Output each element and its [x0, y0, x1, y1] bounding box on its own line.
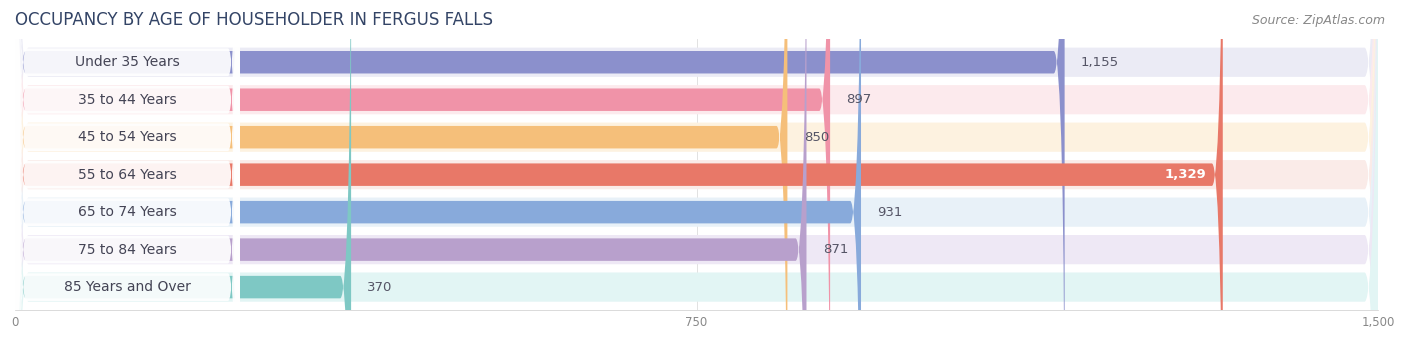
Text: 85 Years and Over: 85 Years and Over [63, 280, 191, 294]
Text: 871: 871 [823, 243, 848, 256]
Text: 55 to 64 Years: 55 to 64 Years [77, 168, 177, 182]
FancyBboxPatch shape [15, 0, 240, 340]
FancyBboxPatch shape [15, 0, 1223, 340]
FancyBboxPatch shape [15, 0, 1378, 340]
FancyBboxPatch shape [15, 0, 830, 340]
Text: 1,329: 1,329 [1164, 168, 1206, 181]
FancyBboxPatch shape [15, 0, 240, 340]
Text: 370: 370 [367, 280, 392, 294]
FancyBboxPatch shape [15, 0, 1378, 340]
FancyBboxPatch shape [15, 0, 352, 340]
FancyBboxPatch shape [15, 0, 240, 340]
FancyBboxPatch shape [15, 0, 1378, 340]
FancyBboxPatch shape [15, 0, 1378, 340]
Text: Source: ZipAtlas.com: Source: ZipAtlas.com [1251, 14, 1385, 27]
FancyBboxPatch shape [15, 0, 860, 340]
Text: 931: 931 [877, 206, 903, 219]
Text: Under 35 Years: Under 35 Years [75, 55, 180, 69]
FancyBboxPatch shape [15, 0, 240, 340]
Text: 75 to 84 Years: 75 to 84 Years [77, 243, 177, 257]
FancyBboxPatch shape [15, 0, 1378, 340]
FancyBboxPatch shape [15, 0, 240, 340]
Text: 1,155: 1,155 [1081, 56, 1119, 69]
Text: 897: 897 [846, 93, 872, 106]
Text: 45 to 54 Years: 45 to 54 Years [77, 130, 177, 144]
Text: 65 to 74 Years: 65 to 74 Years [77, 205, 177, 219]
FancyBboxPatch shape [15, 0, 1064, 340]
Text: 850: 850 [804, 131, 830, 144]
Text: 35 to 44 Years: 35 to 44 Years [77, 93, 177, 107]
FancyBboxPatch shape [15, 0, 787, 340]
FancyBboxPatch shape [15, 0, 240, 340]
Text: OCCUPANCY BY AGE OF HOUSEHOLDER IN FERGUS FALLS: OCCUPANCY BY AGE OF HOUSEHOLDER IN FERGU… [15, 11, 492, 29]
FancyBboxPatch shape [15, 0, 1378, 340]
FancyBboxPatch shape [15, 0, 1378, 340]
FancyBboxPatch shape [15, 0, 240, 340]
FancyBboxPatch shape [15, 0, 807, 340]
